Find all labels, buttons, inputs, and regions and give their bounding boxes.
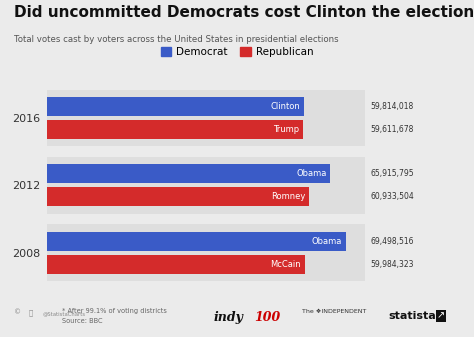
Text: Clinton: Clinton	[271, 102, 301, 111]
Text: * After 99.1% of voting districts: * After 99.1% of voting districts	[62, 308, 166, 314]
Text: ↗: ↗	[437, 311, 445, 321]
Text: 59,611,678: 59,611,678	[371, 125, 414, 134]
Text: statista: statista	[389, 311, 437, 321]
Text: McCain: McCain	[270, 260, 301, 269]
FancyBboxPatch shape	[47, 90, 365, 146]
Text: 60,933,504: 60,933,504	[371, 192, 414, 201]
Text: Obama: Obama	[296, 170, 327, 178]
Bar	[47, 232, 346, 251]
Text: Romney: Romney	[271, 192, 305, 201]
Bar	[47, 97, 304, 116]
Text: @StatistaCharts: @StatistaCharts	[43, 312, 86, 317]
Legend: Democrat, Republican: Democrat, Republican	[156, 43, 318, 61]
Text: ©: ©	[14, 309, 21, 315]
Bar	[47, 164, 330, 183]
Text: Trump: Trump	[273, 125, 300, 134]
Text: Did uncommitted Democrats cost Clinton the election?: Did uncommitted Democrats cost Clinton t…	[14, 5, 474, 20]
FancyBboxPatch shape	[47, 157, 365, 214]
Text: 59,814,018: 59,814,018	[371, 102, 414, 111]
FancyBboxPatch shape	[47, 224, 365, 281]
Text: ⓘ: ⓘ	[28, 309, 33, 316]
Text: Obama: Obama	[311, 237, 342, 246]
Bar	[47, 120, 303, 139]
Text: Source: BBC: Source: BBC	[62, 318, 102, 325]
Text: Total votes cast by voters across the United States in presidential elections: Total votes cast by voters across the Un…	[14, 35, 339, 44]
Text: The ❖INDEPENDENT: The ❖INDEPENDENT	[302, 309, 367, 314]
Bar	[47, 187, 309, 206]
Text: 65,915,795: 65,915,795	[371, 170, 414, 178]
Text: indy: indy	[213, 311, 243, 324]
Bar	[47, 255, 305, 274]
Text: 69,498,516: 69,498,516	[371, 237, 414, 246]
Text: 59,984,323: 59,984,323	[371, 260, 414, 269]
Text: 100: 100	[254, 311, 280, 324]
